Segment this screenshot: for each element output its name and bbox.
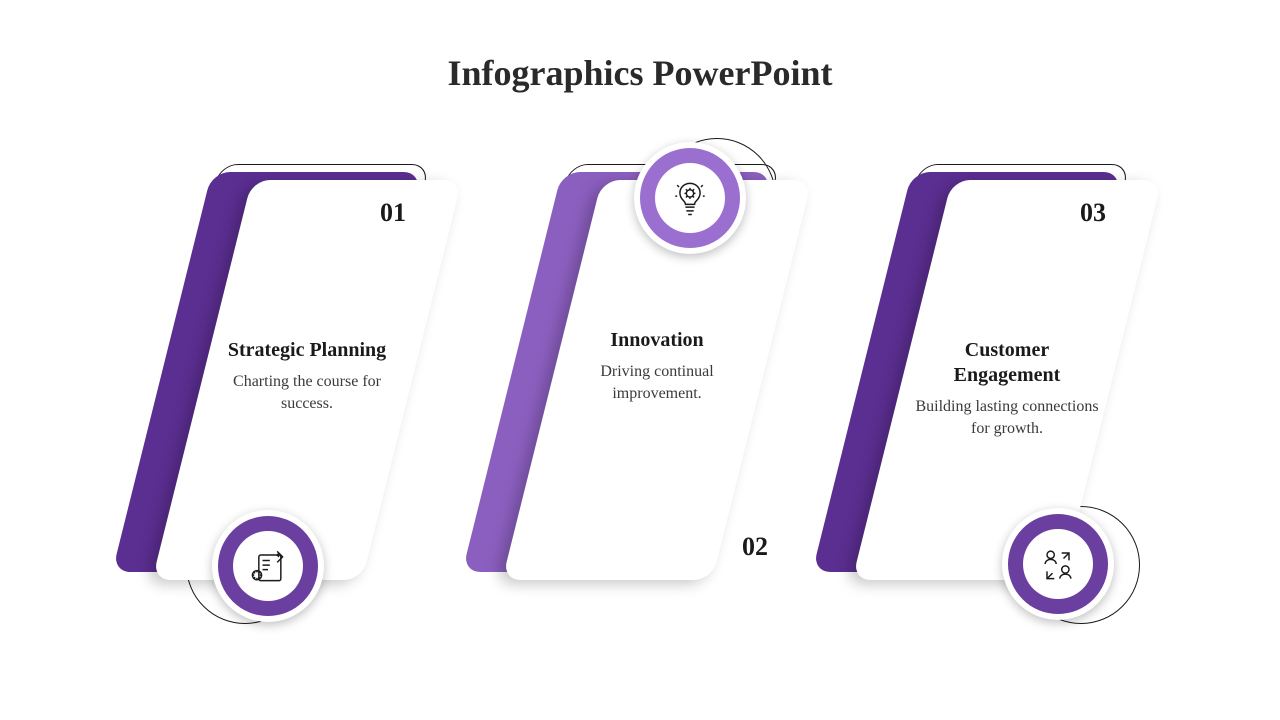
card-3: 03 Customer Engagement Building lasting … [860, 160, 1120, 600]
card-text: Innovation Driving continual improvement… [560, 328, 755, 404]
card-1: 01 Strategic Planning Charting the cours… [160, 160, 420, 600]
card-number: 03 [1080, 198, 1106, 228]
slide-title: Infographics PowerPoint [0, 52, 1280, 94]
icon-ring [1008, 514, 1108, 614]
card-desc: Building lasting connections for growth. [910, 396, 1105, 439]
icon-circle [1002, 508, 1114, 620]
icon-ring [218, 516, 318, 616]
card-title: Innovation [560, 328, 755, 353]
card-title: Customer Engagement [910, 338, 1105, 388]
card-desc: Driving continual improvement. [560, 361, 755, 404]
lightbulb-gear-icon [655, 163, 725, 233]
icon-circle [212, 510, 324, 622]
cards-row: 01 Strategic Planning Charting the cours… [0, 160, 1280, 600]
card-desc: Charting the course for success. [210, 371, 405, 414]
icon-circle [634, 142, 746, 254]
card-number: 01 [380, 198, 406, 228]
card-2: 02 Innovation Driving continual improvem… [510, 160, 770, 600]
card-text: Strategic Planning Charting the course f… [210, 338, 405, 414]
card-text: Customer Engagement Building lasting con… [910, 338, 1105, 439]
card-title: Strategic Planning [210, 338, 405, 363]
icon-ring [640, 148, 740, 248]
planning-icon [233, 531, 303, 601]
card-number: 02 [742, 532, 768, 562]
customer-cycle-icon [1023, 529, 1093, 599]
